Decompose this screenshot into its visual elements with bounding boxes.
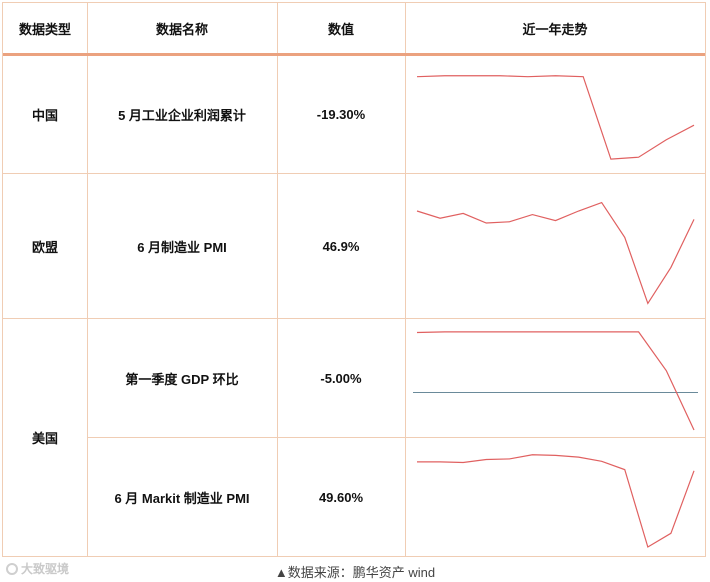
trend-line <box>416 331 695 431</box>
header-value: 数值 <box>327 21 354 37</box>
header-trend: 近一年走势 <box>522 21 588 37</box>
trend-line <box>416 201 695 305</box>
indicator-name: 6 月 Markit 制造业 PMI <box>114 490 250 506</box>
row-divider <box>3 173 705 174</box>
col-divider <box>277 3 278 556</box>
indicator-value: 49.60% <box>318 489 364 505</box>
trend-line <box>417 454 695 548</box>
col-divider <box>87 3 88 556</box>
trend-sparkline <box>413 331 698 431</box>
indicator-name: 5 月工业企业利润累计 <box>118 108 246 123</box>
region-cell: 美国 <box>31 431 58 446</box>
trend-sparkline <box>417 454 695 548</box>
region-cell: 欧盟 <box>31 239 58 255</box>
region-cell: 中国 <box>31 108 58 123</box>
header-divider <box>3 53 705 56</box>
indicator-value: -5.00% <box>320 370 362 386</box>
watermark-logo: 大致驱境 <box>6 560 69 577</box>
source-caption: ▲数据来源：鹏华资产 wind <box>274 564 436 580</box>
indicator-value: -19.30% <box>316 107 366 122</box>
data-table: 数据类型 数据名称 数值 近一年走势 中国 5 月工业企业利润累计 -19.30… <box>2 2 706 557</box>
indicator-value: 46.9% <box>322 238 360 254</box>
trend-sparkline <box>416 75 695 160</box>
row-divider <box>3 318 705 319</box>
header-name: 数据名称 <box>155 21 208 37</box>
indicator-name: 6 月制造业 PMI <box>137 239 227 255</box>
col-divider <box>405 3 406 556</box>
row-divider <box>87 437 705 438</box>
indicator-name: 第一季度 GDP 环比 <box>125 371 239 387</box>
trend-line <box>416 75 695 160</box>
trend-sparkline <box>416 201 695 305</box>
watermark-text: 大致驱境 <box>21 562 70 576</box>
watermark-icon <box>6 562 18 575</box>
header-type: 数据类型 <box>18 21 71 37</box>
